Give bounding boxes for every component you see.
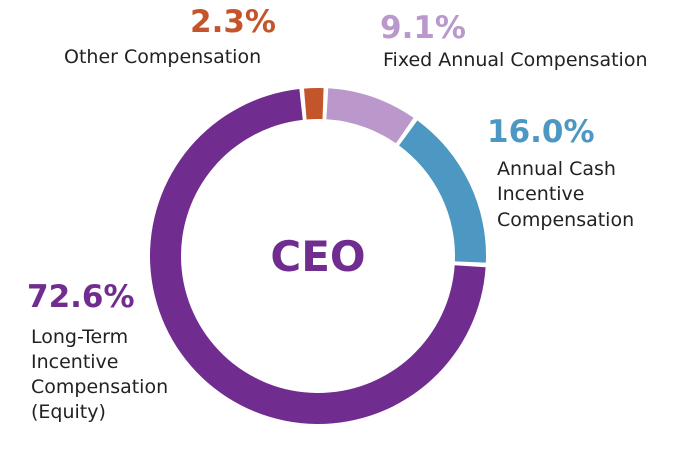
long-term-label-line-3: Compensation bbox=[31, 376, 168, 398]
fixed-annual-percent-label: 9.1% bbox=[380, 10, 466, 46]
annual-cash-label-line-2: Incentive bbox=[497, 183, 585, 205]
center-label: CEO bbox=[270, 232, 365, 281]
fixed-annual-slice bbox=[326, 88, 414, 144]
other-comp-category-label: Other Compensation bbox=[64, 46, 261, 68]
fixed-annual-category-label: Fixed Annual Compensation bbox=[383, 49, 648, 71]
long-term-percent-label: 72.6% bbox=[27, 279, 135, 315]
donut-slices bbox=[150, 87, 487, 424]
annual-cash-label-line-1: Annual Cash bbox=[497, 158, 616, 180]
other-comp-percent-label: 2.3% bbox=[190, 4, 276, 40]
other-comp-slice bbox=[304, 87, 324, 120]
long-term-label-line-4: (Equity) bbox=[31, 401, 106, 423]
annual-cash-label-line-3: Compensation bbox=[497, 209, 634, 231]
long-term-label-line-1: Long-Term bbox=[31, 326, 128, 348]
long-term-label-line-2: Incentive bbox=[31, 351, 119, 373]
annual-cash-percent-label: 16.0% bbox=[487, 114, 595, 150]
annual-cash-slice bbox=[399, 120, 487, 263]
